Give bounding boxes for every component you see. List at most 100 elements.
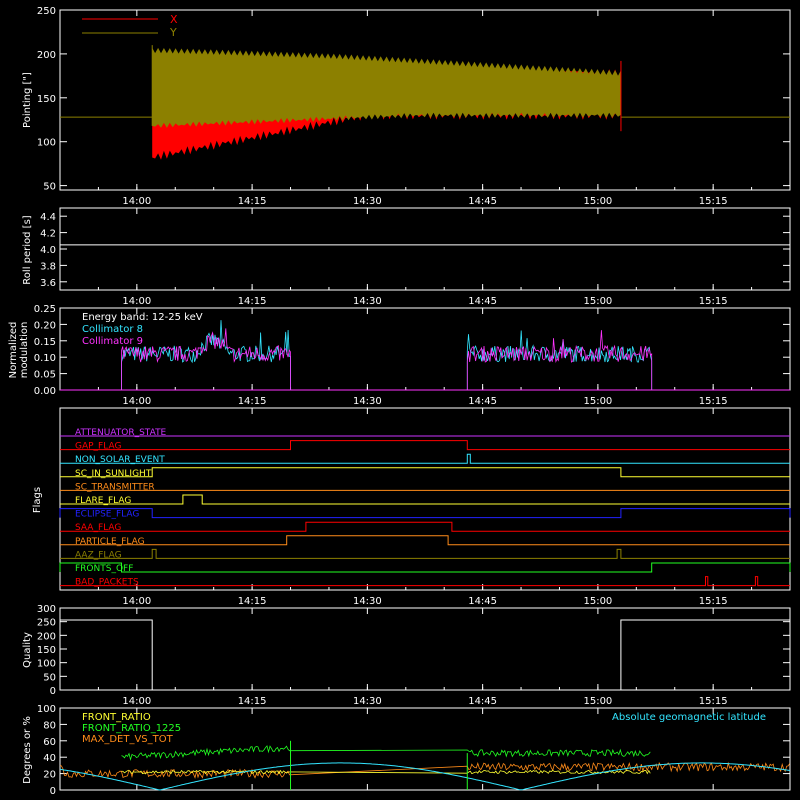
quality-panel: 0 50 100 150 200 250 300 14:00 14:15 14:30 14:45 1… <box>22 604 791 707</box>
quality-ytick-label: 200 <box>37 631 56 642</box>
flag-label: FLARE_FLAG <box>75 496 131 506</box>
flags-xticks: 14:00 14:15 14:30 14:45 15:00 15:15 <box>59 408 791 607</box>
modulation-legend-c8: Collimator 8 <box>82 324 143 335</box>
quality-ytick-label: 50 <box>43 672 56 683</box>
roll-yticks: 3.6 3.8 4.0 4.2 4.4 <box>40 212 790 289</box>
modulation-xtick-label: 15:00 <box>583 396 612 407</box>
flag-trace-saa-flag <box>60 521 790 532</box>
legend-x-label: X <box>170 13 178 26</box>
pointing-xticks: 14:00 14:15 14:30 14:45 15:00 15:15 <box>59 10 791 207</box>
roll-ytick-label: 4.0 <box>40 245 56 256</box>
quality-ytick-label: 100 <box>37 659 56 670</box>
quality-xtick-label: 14:15 <box>238 696 267 707</box>
modulation-xtick-label: 14:30 <box>353 396 382 407</box>
roll-panel: 3.6 3.8 4.0 4.2 4.4 14:00 14:15 14:30 14:45 15:0… <box>22 207 791 307</box>
flag-trace-eclipse-flag <box>59 508 791 519</box>
ratios-legend-front-ratio-1225: FRONT_RATIO_1225 <box>82 723 181 734</box>
ratios-legend-front-ratio: FRONT_RATIO <box>82 712 151 723</box>
pointing-panel: 50 100 150 200 250 14:00 14:15 14:30 14:45 15:00… <box>22 6 791 207</box>
pointing-xtick-label: 15:15 <box>699 196 728 207</box>
flag-trace-fronts-off <box>59 562 791 573</box>
pointing-ytick-label: 150 <box>37 94 56 105</box>
flag-trace-particle-flag <box>60 535 790 546</box>
ratios-yticks: 0 20 40 60 80 100 <box>37 704 790 797</box>
roll-ytick-label: 3.8 <box>40 261 56 272</box>
flags-xtick-label: 15:15 <box>699 596 728 607</box>
ratios-traces <box>59 708 791 791</box>
modulation-xtick-label: 14:15 <box>238 396 267 407</box>
ratios-ytick-label: 20 <box>43 770 56 781</box>
pointing-xtick-label: 15:00 <box>583 196 612 207</box>
modulation-panel: 0.00 0.05 0.10 0.15 0.20 0.25 14:00 14:15 14:30… <box>8 304 791 407</box>
pointing-xtick-label: 14:45 <box>468 196 497 207</box>
modulation-collimator-9-series <box>466 330 653 390</box>
quality-ylabel: Quality <box>22 632 33 668</box>
flags-traces: ATTENUATOR_STATE GAP_FLAG NON_SOLAR_EVENT S… <box>59 428 791 588</box>
flag-label: BAD_PACKETS <box>75 578 139 588</box>
flag-label: SC_IN_SUNLIGHT <box>75 469 152 479</box>
pointing-yticks: 50 100 150 200 250 <box>37 6 790 193</box>
modulation-ytick-label: 0.20 <box>34 320 56 331</box>
modulation-xtick-label: 15:15 <box>699 396 728 407</box>
modulation-ytick-label: 0.00 <box>34 386 56 397</box>
roll-ytick-label: 4.2 <box>40 229 56 240</box>
flags-ylabel: Flags <box>32 487 43 513</box>
pointing-xtick-label: 14:30 <box>353 196 382 207</box>
modulation-ytick-label: 0.05 <box>34 370 56 381</box>
flags-xtick-label: 14:45 <box>468 596 497 607</box>
quality-xtick-label: 15:00 <box>583 696 612 707</box>
pointing-ytick-label: 250 <box>37 6 56 17</box>
roll-ytick-label: 3.6 <box>40 278 56 289</box>
roll-xtick-label: 15:00 <box>583 296 612 307</box>
pointing-ytick-label: 50 <box>43 182 56 193</box>
pointing-ylabel: Pointing ["] <box>22 72 33 128</box>
ratios-ytick-label: 60 <box>43 737 56 748</box>
flag-label: SC_TRANSMITTER <box>75 482 155 492</box>
ratios-panel: 0 20 40 60 80 100 Degrees or % FRONT_RATIO FR… <box>22 704 791 797</box>
quality-ytick-label: 300 <box>37 604 56 615</box>
roll-ytick-label: 4.4 <box>40 212 56 223</box>
flag-label: FRONTS_OFF <box>75 564 133 574</box>
pointing-frame <box>59 9 791 191</box>
ratios-geomag-latitude-series <box>59 762 791 791</box>
modulation-ytick-label: 0.15 <box>34 337 56 348</box>
flag-trace-flare-flag <box>60 494 790 505</box>
legend-y-label: Y <box>169 26 177 39</box>
roll-ylabel: Roll period [s] <box>22 215 33 284</box>
quality-xticks: 14:00 14:15 14:30 14:45 15:00 15:15 <box>59 608 791 707</box>
flags-xtick-label: 14:30 <box>353 596 382 607</box>
modulation-legend-c9: Collimator 9 <box>82 336 143 347</box>
modulation-xtick-label: 14:00 <box>122 396 151 407</box>
ratios-front-ratio-1225-series <box>121 745 651 762</box>
quality-traces <box>60 619 790 691</box>
flags-frame <box>59 407 791 591</box>
roll-xtick-label: 14:15 <box>238 296 267 307</box>
modulation-collimator-9-series <box>121 328 291 390</box>
roll-xticks: 14:00 14:15 14:30 14:45 15:00 15:15 <box>59 208 791 307</box>
ratios-ylabel: Degrees or % <box>22 716 33 784</box>
quality-ytick-label: 150 <box>37 645 56 656</box>
flags-xtick-label: 14:15 <box>238 596 267 607</box>
pointing-xtick-label: 14:00 <box>122 196 151 207</box>
ratios-legend-geomag: Absolute geomagnetic latitude <box>612 712 766 723</box>
pointing-y-series <box>152 47 621 128</box>
flag-label: GAP_FLAG <box>75 442 121 452</box>
modulation-ylabel-1: Normalized <box>8 322 19 379</box>
flag-trace-non-solar-event <box>60 453 790 464</box>
roll-xtick-label: 15:15 <box>699 296 728 307</box>
ratios-ytick-label: 100 <box>37 704 56 715</box>
flag-trace-bad-packets <box>60 576 790 587</box>
ratios-ytick-label: 40 <box>43 753 56 764</box>
quality-ytick-label: 0 <box>50 686 56 697</box>
quality-yticks: 0 50 100 150 200 250 300 <box>37 604 790 697</box>
modulation-legend-energy: Energy band: 12-25 keV <box>82 312 203 323</box>
pointing-ytick-label: 100 <box>37 138 56 149</box>
ratios-frame <box>59 707 791 791</box>
flag-label: NON_SOLAR_EVENT <box>75 455 165 465</box>
modulation-xtick-label: 14:45 <box>468 396 497 407</box>
quality-ytick-label: 250 <box>37 618 56 629</box>
quality-series <box>60 619 790 691</box>
flag-label: ECLIPSE_FLAG <box>75 510 139 520</box>
modulation-yticks: 0.00 0.05 0.10 0.15 0.20 0.25 <box>34 304 790 397</box>
